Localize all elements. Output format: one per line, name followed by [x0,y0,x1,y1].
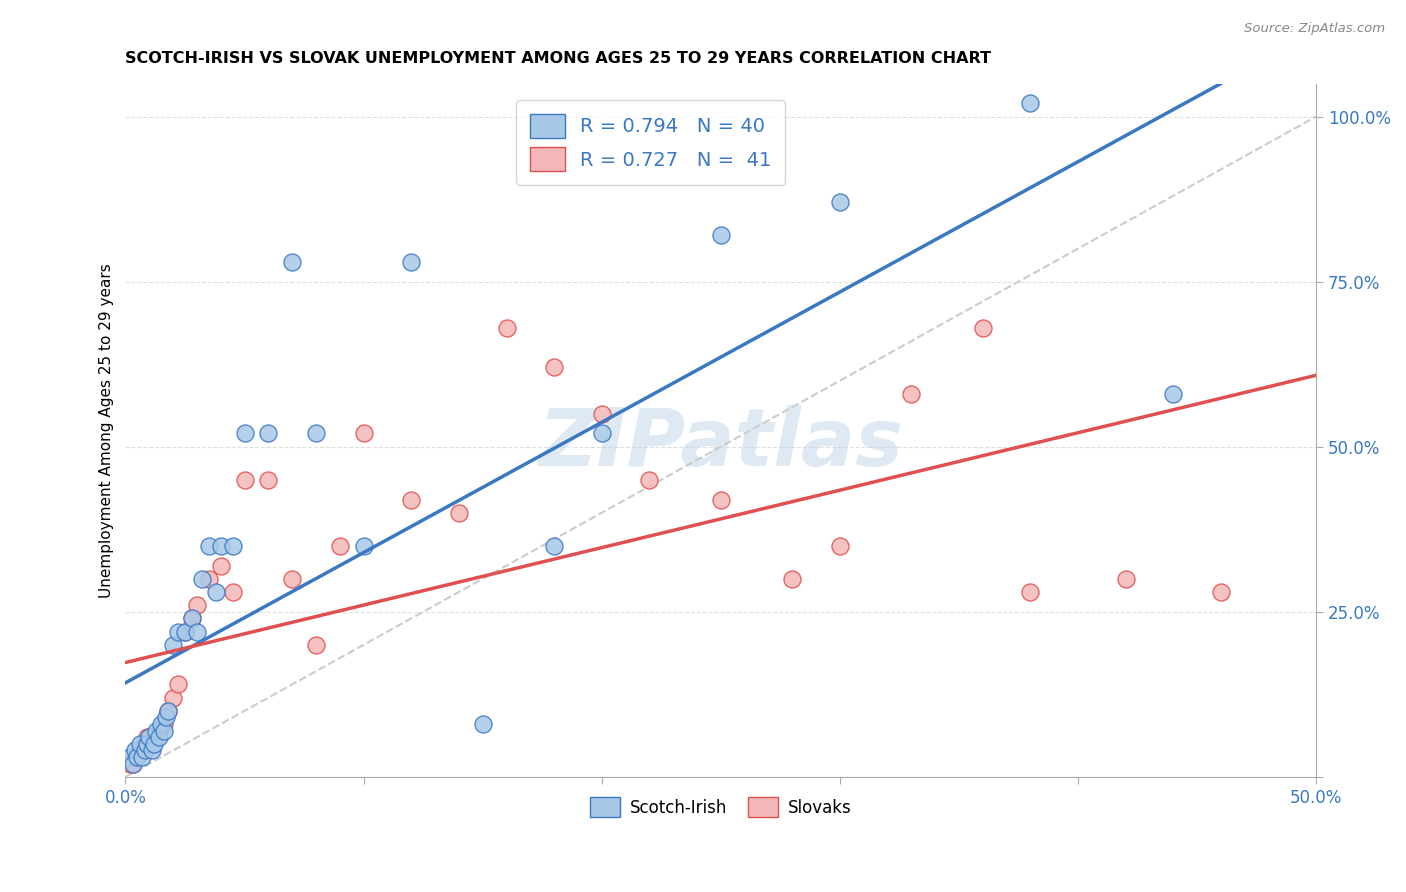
Point [134,737,156,751]
Point [828,195,851,210]
Point [205,585,228,599]
Point [353,426,375,441]
Point [233,426,256,441]
Point [174,624,197,639]
Point [471,717,494,731]
Point [152,717,174,731]
Point [329,539,352,553]
Point [305,426,328,441]
Point [972,321,994,335]
Point [131,750,153,764]
Point [121,756,143,771]
Point [148,731,170,745]
Y-axis label: Unemployment Among Ages 25 to 29 years: Unemployment Among Ages 25 to 29 years [100,263,114,598]
Point [131,743,153,757]
Point [127,750,149,764]
Point [155,710,177,724]
Point [152,723,174,738]
Point [209,539,232,553]
Point [221,585,243,599]
Point [186,598,208,612]
Point [543,539,565,553]
Point [138,731,160,745]
Point [128,737,150,751]
Point [120,750,142,764]
Point [257,426,280,441]
Point [495,321,517,335]
Point [181,611,204,625]
Point [157,704,180,718]
Point [134,743,156,757]
Point [143,737,166,751]
Point [127,750,149,764]
Point [124,750,146,764]
Point [124,743,146,757]
Point [399,255,422,269]
Point [281,572,304,586]
Point [591,426,613,441]
Point [305,638,328,652]
Text: ZIPatlas: ZIPatlas [538,405,903,483]
Point [1209,585,1232,599]
Point [1163,387,1185,401]
Point [162,638,184,652]
Point [138,737,160,751]
Point [150,717,173,731]
Point [780,572,803,586]
Point [135,731,157,745]
Point [233,473,256,487]
Point [186,624,208,639]
Point [167,677,190,691]
Point [174,624,197,639]
Point [141,743,163,757]
Point [399,492,422,507]
Point [143,731,166,745]
Legend: Scotch-Irish, Slovaks: Scotch-Irish, Slovaks [583,790,858,824]
Point [145,723,167,738]
Point [198,572,221,586]
Point [120,756,142,771]
Point [900,387,922,401]
Point [157,704,180,718]
Point [1019,585,1042,599]
Point [148,723,170,738]
Point [128,743,150,757]
Point [828,539,851,553]
Point [591,407,613,421]
Point [1115,572,1137,586]
Point [181,611,204,625]
Point [190,572,212,586]
Point [209,558,232,573]
Point [121,756,143,771]
Point [353,539,375,553]
Point [162,690,184,705]
Point [198,539,221,553]
Text: Source: ZipAtlas.com: Source: ZipAtlas.com [1244,22,1385,36]
Point [638,473,661,487]
Point [257,473,280,487]
Point [710,492,733,507]
Point [710,228,733,243]
Point [221,539,243,553]
Point [167,624,190,639]
Point [1019,96,1042,111]
Point [543,360,565,375]
Text: SCOTCH-IRISH VS SLOVAK UNEMPLOYMENT AMONG AGES 25 TO 29 YEARS CORRELATION CHART: SCOTCH-IRISH VS SLOVAK UNEMPLOYMENT AMON… [125,51,991,66]
Point [447,506,470,520]
Point [281,255,304,269]
Point [135,737,157,751]
